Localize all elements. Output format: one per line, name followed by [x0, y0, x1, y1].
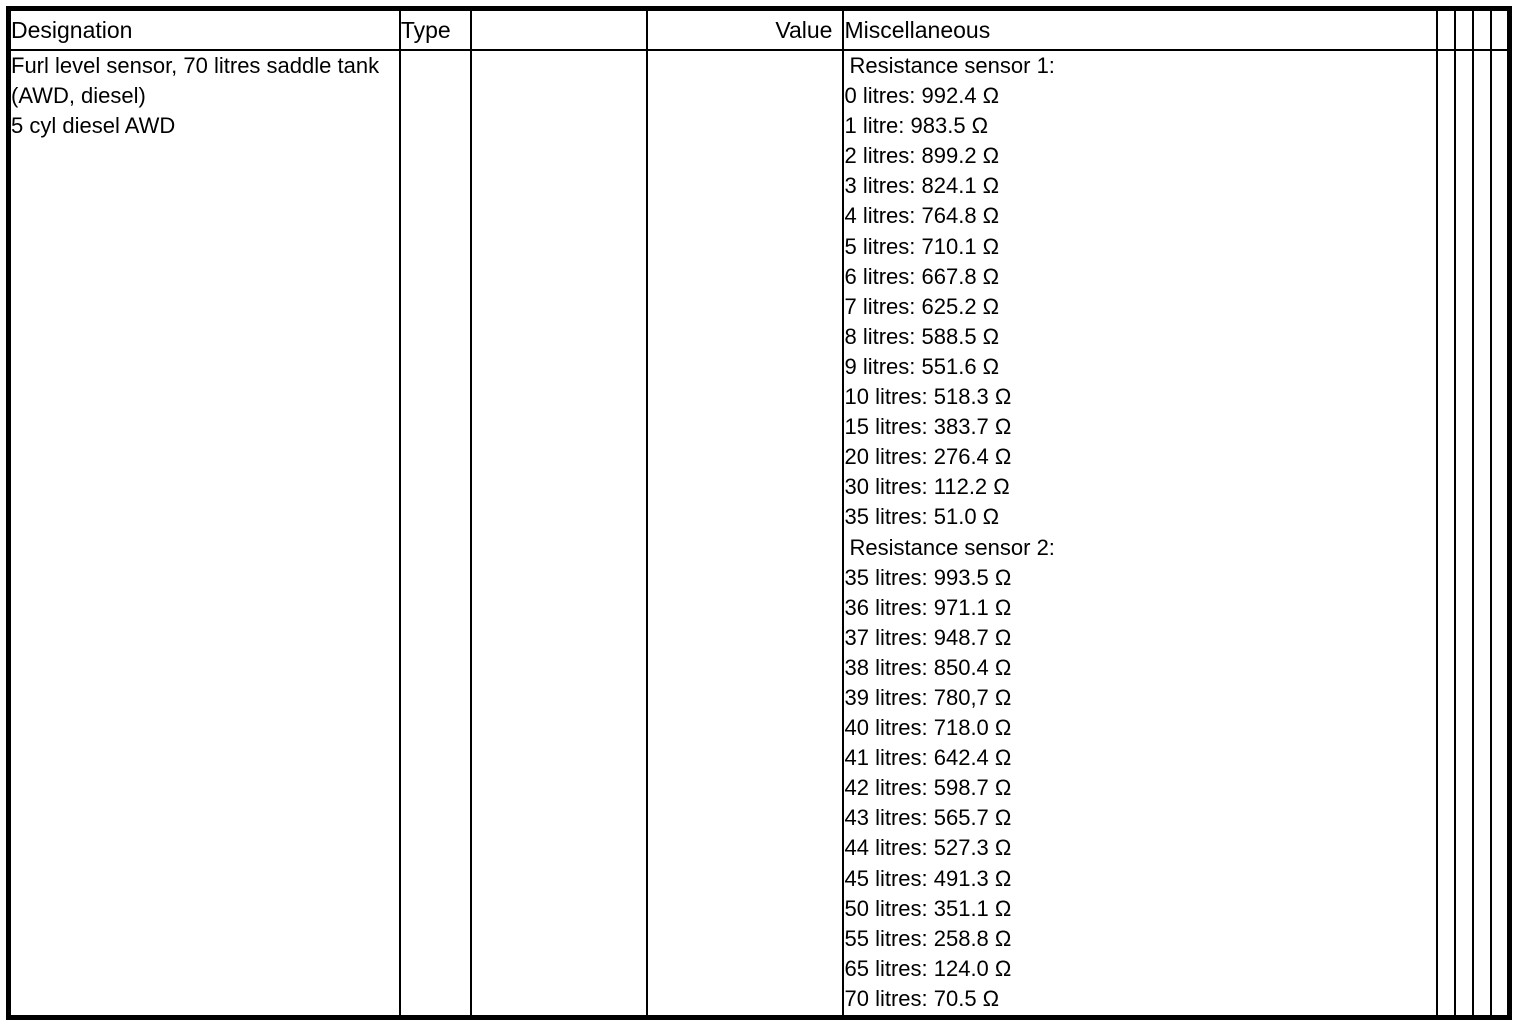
resistance-value-line: 5 litres: 710.1 Ω: [844, 233, 1000, 259]
resistance-value-line: 6 litres: 667.8 Ω: [844, 263, 1000, 289]
cell-narrow-1: [1436, 49, 1457, 1019]
resistance-value-line: 43 litres: 565.7 Ω: [844, 805, 1012, 831]
designation-text: Furl level sensor, 70 litres saddle tank…: [11, 53, 380, 138]
resistance-value-line: 42 litres: 598.7 Ω: [844, 775, 1012, 801]
cell-designation: Furl level sensor, 70 litres saddle tank…: [7, 49, 401, 1019]
resistance-value-list: Resistance sensor 1: 0 litres: 992.4 Ω 1 l…: [844, 51, 1436, 1014]
resistance-section-heading: Resistance sensor 2:: [849, 534, 1055, 560]
resistance-value-line: 35 litres: 993.5 Ω: [844, 564, 1012, 590]
resistance-value-line: 2 litres: 899.2 Ω: [844, 143, 1000, 169]
resistance-value-line: 50 litres: 351.1 Ω: [844, 895, 1012, 921]
resistance-value-line: 65 litres: 124.0 Ω: [844, 955, 1012, 981]
column-header-narrow-1: [1436, 7, 1457, 51]
resistance-value-line: 7 litres: 625.2 Ω: [844, 293, 1000, 319]
resistance-value-line: 3 litres: 824.1 Ω: [844, 173, 1000, 199]
resistance-value-line: 38 litres: 850.4 Ω: [844, 654, 1012, 680]
column-header-type: Type: [398, 7, 473, 51]
resistance-value-line: 45 litres: 491.3 Ω: [844, 865, 1012, 891]
resistance-value-line: 44 litres: 527.3 Ω: [844, 835, 1012, 861]
resistance-value-line: 30 litres: 112.2 Ω: [844, 474, 1010, 500]
resistance-value-line: 8 litres: 588.5 Ω: [844, 323, 1000, 349]
column-header-value: Value: [646, 7, 845, 51]
resistance-value-line: 15 litres: 383.7 Ω: [844, 414, 1012, 440]
column-header-blank: [470, 7, 649, 51]
cell-narrow-3: [1472, 49, 1493, 1019]
table-header-row: Designation Type Value Miscellaneous: [7, 7, 1511, 51]
resistance-value-line: 9 litres: 551.6 Ω: [844, 353, 1000, 379]
resistance-section-heading: Resistance sensor 1:: [849, 53, 1055, 78]
resistance-value-line: 0 litres: 992.4 Ω: [844, 83, 1000, 109]
resistance-value-line: 10 litres: 518.3 Ω: [844, 384, 1012, 410]
resistance-value-line: 36 litres: 971.1 Ω: [844, 594, 1012, 620]
resistance-value-line: 39 litres: 780,7 Ω: [844, 684, 1012, 710]
column-header-designation: Designation: [7, 7, 401, 51]
resistance-value-line: 37 litres: 948.7 Ω: [844, 624, 1012, 650]
resistance-value-line: 20 litres: 276.4 Ω: [844, 444, 1012, 470]
resistance-value-line: 55 litres: 258.8 Ω: [844, 925, 1012, 951]
resistance-value-line: 41 litres: 642.4 Ω: [844, 745, 1012, 771]
resistance-value-line: 35 litres: 51.0 Ω: [844, 504, 1000, 530]
cell-narrow-2: [1454, 49, 1475, 1019]
resistance-value-line: 70 litres: 70.5 Ω: [844, 985, 1000, 1011]
cell-blank: [470, 49, 649, 1019]
cell-miscellaneous: Resistance sensor 1: 0 litres: 992.4 Ω 1 l…: [842, 49, 1439, 1019]
column-header-narrow-2: [1454, 7, 1475, 51]
resistance-value-line: 4 litres: 764.8 Ω: [844, 203, 1000, 229]
column-header-narrow-4: [1490, 7, 1511, 51]
column-header-miscellaneous: Miscellaneous: [842, 7, 1439, 51]
cell-value: [646, 49, 845, 1019]
cell-type: [398, 49, 473, 1019]
table-row: Furl level sensor, 70 litres saddle tank…: [7, 49, 1511, 1019]
cell-narrow-4: [1490, 49, 1511, 1019]
resistance-value-line: 40 litres: 718.0 Ω: [844, 715, 1012, 741]
specification-table: Designation Type Value Miscellaneous Fur…: [6, 6, 1512, 1020]
column-header-narrow-3: [1472, 7, 1493, 51]
resistance-value-line: 1 litre: 983.5 Ω: [844, 113, 989, 139]
